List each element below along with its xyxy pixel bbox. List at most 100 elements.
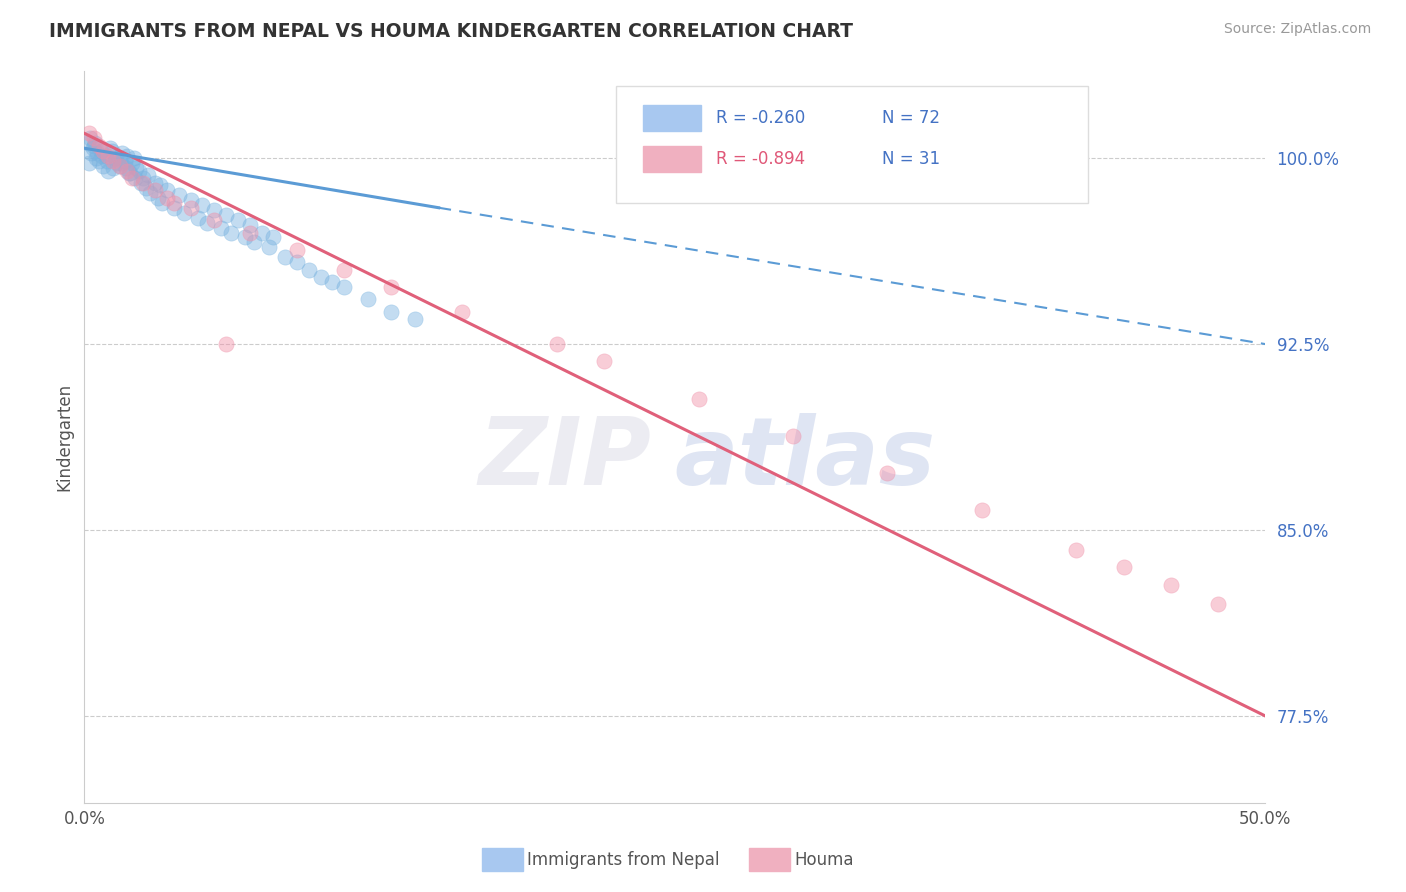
Point <box>1160 577 1182 591</box>
Point <box>202 203 225 218</box>
Point <box>593 354 616 368</box>
Point <box>380 305 402 319</box>
Text: IMMIGRANTS FROM NEPAL VS HOUMA KINDERGARTEN CORRELATION CHART: IMMIGRANTS FROM NEPAL VS HOUMA KINDERGAR… <box>49 22 853 41</box>
Point <box>209 220 232 235</box>
Point <box>132 176 155 190</box>
Point <box>84 151 107 165</box>
Point <box>143 176 166 190</box>
Point <box>782 429 804 443</box>
Point <box>233 230 256 244</box>
Point <box>333 262 356 277</box>
Point <box>239 218 262 232</box>
Point <box>118 166 141 180</box>
Point <box>135 181 157 195</box>
Point <box>1066 542 1088 557</box>
Point <box>83 138 105 153</box>
Point <box>239 226 262 240</box>
Point <box>321 275 343 289</box>
Point <box>688 392 710 406</box>
Point <box>79 131 101 145</box>
Point <box>309 270 332 285</box>
Point <box>97 163 120 178</box>
Point <box>262 230 284 244</box>
Point <box>125 161 148 175</box>
Point <box>121 171 143 186</box>
Point <box>156 191 179 205</box>
Point <box>105 151 128 165</box>
Point <box>243 235 266 250</box>
Point <box>150 195 173 210</box>
Text: R = -0.894: R = -0.894 <box>716 150 806 168</box>
Point <box>94 149 117 163</box>
Text: N = 31: N = 31 <box>882 150 939 168</box>
Point <box>173 205 195 219</box>
Point <box>110 156 132 170</box>
FancyBboxPatch shape <box>643 105 700 131</box>
Point <box>101 161 124 175</box>
Point <box>546 337 568 351</box>
Point <box>115 149 138 163</box>
Text: N = 72: N = 72 <box>882 109 939 128</box>
Point <box>215 208 238 222</box>
Point <box>156 183 179 197</box>
Point <box>215 337 238 351</box>
Point <box>107 156 129 170</box>
Point <box>114 161 136 175</box>
Point <box>124 171 146 186</box>
Point <box>219 226 242 240</box>
Point <box>132 171 155 186</box>
Point <box>180 201 202 215</box>
Point <box>115 163 138 178</box>
Point <box>90 144 112 158</box>
Point <box>120 166 142 180</box>
Point <box>187 211 209 225</box>
Point <box>80 146 103 161</box>
Point <box>143 183 166 197</box>
Point <box>202 213 225 227</box>
Point <box>77 136 100 151</box>
Point <box>333 280 356 294</box>
Point <box>77 126 100 140</box>
Point <box>136 169 159 183</box>
Text: Source: ZipAtlas.com: Source: ZipAtlas.com <box>1223 22 1371 37</box>
Point <box>122 151 145 165</box>
Point <box>139 186 162 200</box>
Point <box>101 153 124 168</box>
Point <box>285 243 308 257</box>
Point <box>250 226 273 240</box>
Text: atlas: atlas <box>675 413 936 505</box>
Point <box>149 178 172 193</box>
Point <box>274 250 297 264</box>
Text: R = -0.260: R = -0.260 <box>716 109 806 128</box>
Point <box>451 305 474 319</box>
Point <box>91 144 114 158</box>
Point <box>970 503 993 517</box>
Point <box>108 159 131 173</box>
Point <box>195 216 218 230</box>
Point <box>167 188 190 202</box>
Point <box>91 159 114 173</box>
Point <box>96 153 118 168</box>
Point <box>226 213 249 227</box>
Point <box>114 153 136 168</box>
Point <box>298 262 321 277</box>
Point <box>87 138 110 153</box>
Point <box>1206 598 1229 612</box>
Point <box>84 136 107 151</box>
Point <box>97 149 120 163</box>
Point <box>121 156 143 170</box>
FancyBboxPatch shape <box>643 146 700 172</box>
Point <box>77 156 100 170</box>
Point <box>91 149 114 163</box>
Point <box>163 201 186 215</box>
Point <box>146 191 169 205</box>
Point <box>108 159 131 173</box>
Point <box>129 176 152 190</box>
Point <box>83 131 105 145</box>
FancyBboxPatch shape <box>616 86 1088 203</box>
Point <box>191 198 214 212</box>
Point <box>82 141 104 155</box>
Point <box>163 195 186 210</box>
Point <box>404 312 426 326</box>
Text: Houma: Houma <box>794 851 853 869</box>
